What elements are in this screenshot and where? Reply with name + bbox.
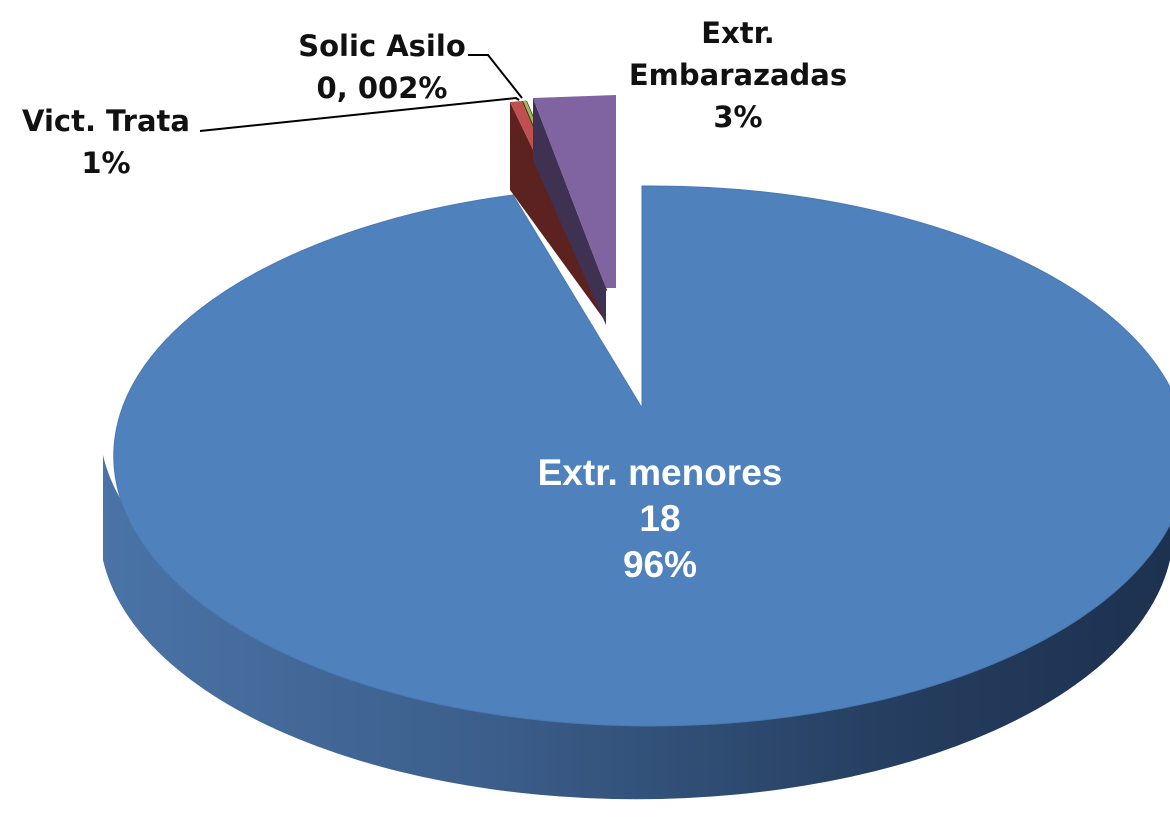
slice-side-extr-menores [103,455,1170,800]
label-extr-embarazadas-line2: Embarazadas [628,58,848,92]
slice-side-extr-embarazadas [533,98,606,325]
label-solic-asilo-name: Solic Asilo [298,29,466,63]
label-extr-menores-name: Extr. menores [537,452,783,493]
label-extr-menores-percent: 96% [622,544,698,585]
label-solic-asilo-percent: 0, 002% [316,71,448,105]
label-extr-embarazadas-percent: 3% [713,100,763,134]
leader-line-vict-trata [199,96,520,132]
label-extr-embarazadas: Extr. Embarazadas 3% [608,12,868,138]
label-vict-trata-percent: 1% [81,146,131,180]
label-extr-menores: Extr. menores 18 96% [500,450,820,588]
label-vict-trata-name: Vict. Trata [22,104,190,138]
slice-extr-menores [113,185,1170,727]
leader-line-solic-asilo [468,54,523,99]
label-vict-trata: Vict. Trata 1% [12,100,200,184]
label-extr-embarazadas-line1: Extr. [701,16,775,50]
slice-extr-embarazadas [533,95,616,288]
label-solic-asilo: Solic Asilo 0, 002% [292,25,472,109]
label-extr-menores-count: 18 [639,498,681,539]
